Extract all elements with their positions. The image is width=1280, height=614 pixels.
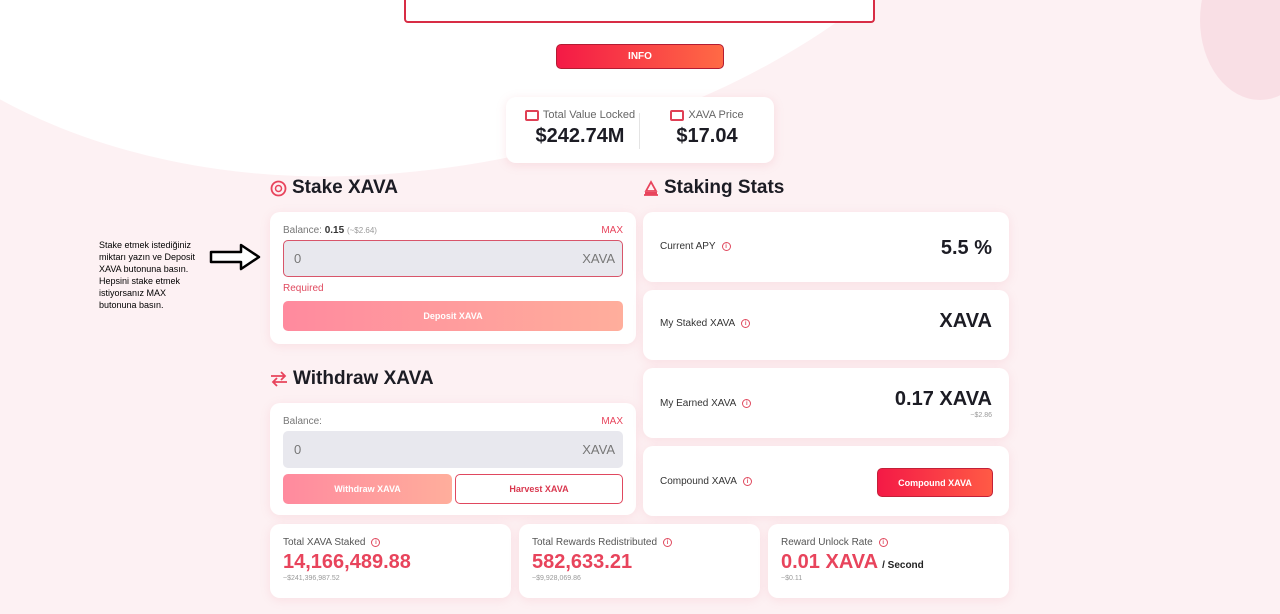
- arrow-right-icon: [209, 243, 261, 271]
- apy-value: 5.5 %: [940, 237, 992, 259]
- price-label: XAVA Price: [652, 109, 762, 121]
- tvl-label-text: Total Value Locked: [542, 109, 636, 121]
- earned-usd: ~$2.86: [970, 412, 992, 419]
- top-notice-box: [404, 0, 875, 23]
- total-rewards-card: Total Rewards Redistributed i 582,633.21…: [519, 524, 760, 598]
- info-icon[interactable]: i: [742, 477, 752, 486]
- money-icon: [524, 109, 539, 121]
- info-icon[interactable]: i: [742, 399, 752, 408]
- unlock-rate-card: Reward Unlock Rate i 0.01 XAVA / Second ~…: [768, 524, 1009, 598]
- unlock-rate-value: 0.01 XAVA / Second: [781, 551, 924, 574]
- withdraw-title-text: Withdraw XAVA: [293, 368, 434, 389]
- info-icon[interactable]: i: [371, 538, 381, 547]
- withdraw-balance-row: Balance: MAX: [283, 416, 623, 427]
- withdraw-card: Balance: MAX 0 XAVA Withdraw XAVA Harves…: [270, 403, 636, 515]
- total-staked-usd: ~$241,396,987.52: [283, 575, 340, 582]
- stake-card: Balance: 0.15 (~$2.64) MAX 0 XAVA Requir…: [270, 212, 636, 344]
- total-staked-card: Total XAVA Staked i 14,166,489.88 ~$241,…: [270, 524, 511, 598]
- staked-label: My Staked XAVA i: [660, 318, 751, 329]
- stake-icon: [270, 180, 287, 196]
- total-rewards-label: Total Rewards Redistributed i: [532, 537, 673, 548]
- info-icon[interactable]: i: [878, 538, 888, 547]
- cash-icon: [670, 109, 685, 121]
- total-staked-value: 14,166,489.88: [283, 551, 411, 573]
- unlock-rate-usd: ~$0.11: [781, 575, 803, 582]
- withdraw-input-value: 0: [294, 442, 302, 457]
- price-value: $17.04: [676, 125, 738, 147]
- withdraw-title: Withdraw XAVA: [270, 368, 434, 390]
- stats-title: Staking Stats: [643, 177, 784, 199]
- tvl-card: Total Value Locked $242.74M XAVA Price $…: [506, 97, 774, 163]
- swap-icon: [271, 371, 287, 387]
- compound-card: Compound XAVA i Compound XAVA: [643, 446, 1009, 516]
- stake-title: Stake XAVA: [270, 177, 398, 199]
- required-error: Required: [283, 283, 324, 294]
- info-icon[interactable]: i: [663, 538, 673, 547]
- info-icon[interactable]: i: [721, 242, 731, 251]
- stake-title-text: Stake XAVA: [292, 177, 398, 198]
- apy-card: Current APY i 5.5 %: [643, 212, 1009, 282]
- withdraw-max-button[interactable]: MAX: [601, 416, 623, 427]
- divider: [639, 113, 640, 149]
- unlock-rate-label-text: Reward Unlock Rate: [781, 537, 873, 548]
- unlock-rate-label: Reward Unlock Rate i: [781, 537, 888, 548]
- staked-card: My Staked XAVA i XAVA: [643, 290, 1009, 360]
- earned-label: My Earned XAVA i: [660, 398, 752, 409]
- stake-input-unit: XAVA: [582, 251, 615, 266]
- deposit-button[interactable]: Deposit XAVA: [283, 301, 623, 331]
- unlock-rate-unit: / Second: [882, 560, 924, 571]
- price-label-text: XAVA Price: [688, 109, 744, 121]
- balance-label: Balance:: [283, 416, 322, 427]
- apy-label: Current APY i: [660, 241, 731, 252]
- total-staked-label-text: Total XAVA Staked: [283, 537, 366, 548]
- earned-card: My Earned XAVA i 0.17 XAVA ~$2.86: [643, 368, 1009, 438]
- compound-label: Compound XAVA i: [660, 476, 752, 487]
- info-icon[interactable]: i: [741, 319, 751, 328]
- staked-label-text: My Staked XAVA: [660, 318, 736, 329]
- apy-label-text: Current APY: [660, 241, 716, 252]
- total-staked-label: Total XAVA Staked i: [283, 537, 381, 548]
- stake-max-button[interactable]: MAX: [601, 225, 623, 236]
- total-rewards-value: 582,633.21: [532, 551, 633, 573]
- balance-usd: (~$2.64): [346, 226, 377, 235]
- tvl-value: $242.74M: [535, 125, 625, 147]
- earned-label-text: My Earned XAVA: [660, 398, 737, 409]
- earned-value: 0.17 XAVA: [894, 388, 992, 410]
- tvl-label: Total Value Locked: [520, 109, 640, 121]
- stake-balance-row: Balance: 0.15 (~$2.64) MAX: [283, 225, 623, 236]
- tvl-column: Total Value Locked $242.74M: [520, 109, 640, 148]
- stats-icon: [644, 179, 658, 196]
- stake-amount-input[interactable]: 0 XAVA: [283, 240, 623, 277]
- withdraw-button[interactable]: Withdraw XAVA: [283, 474, 452, 504]
- balance-label: Balance:: [283, 225, 322, 236]
- stats-title-text: Staking Stats: [664, 177, 785, 198]
- stake-input-value: 0: [294, 251, 302, 266]
- info-button[interactable]: INFO: [556, 44, 724, 69]
- total-rewards-label-text: Total Rewards Redistributed: [532, 537, 658, 548]
- withdraw-amount-input[interactable]: 0 XAVA: [283, 431, 623, 468]
- unlock-rate-amount: 0.01 XAVA: [781, 551, 879, 573]
- background-curve: [1200, 0, 1280, 100]
- compound-button[interactable]: Compound XAVA: [877, 468, 993, 497]
- staked-value: XAVA: [939, 310, 992, 332]
- withdraw-input-unit: XAVA: [582, 442, 615, 457]
- compound-label-text: Compound XAVA: [660, 476, 737, 487]
- harvest-button[interactable]: Harvest XAVA: [455, 474, 623, 504]
- total-rewards-usd: ~$9,928,069.86: [532, 575, 581, 582]
- balance-value: 0.15: [324, 225, 345, 236]
- price-column: XAVA Price $17.04: [652, 109, 762, 148]
- annotation-note: Stake etmek istediğiniz miktarı yazın ve…: [99, 240, 196, 310]
